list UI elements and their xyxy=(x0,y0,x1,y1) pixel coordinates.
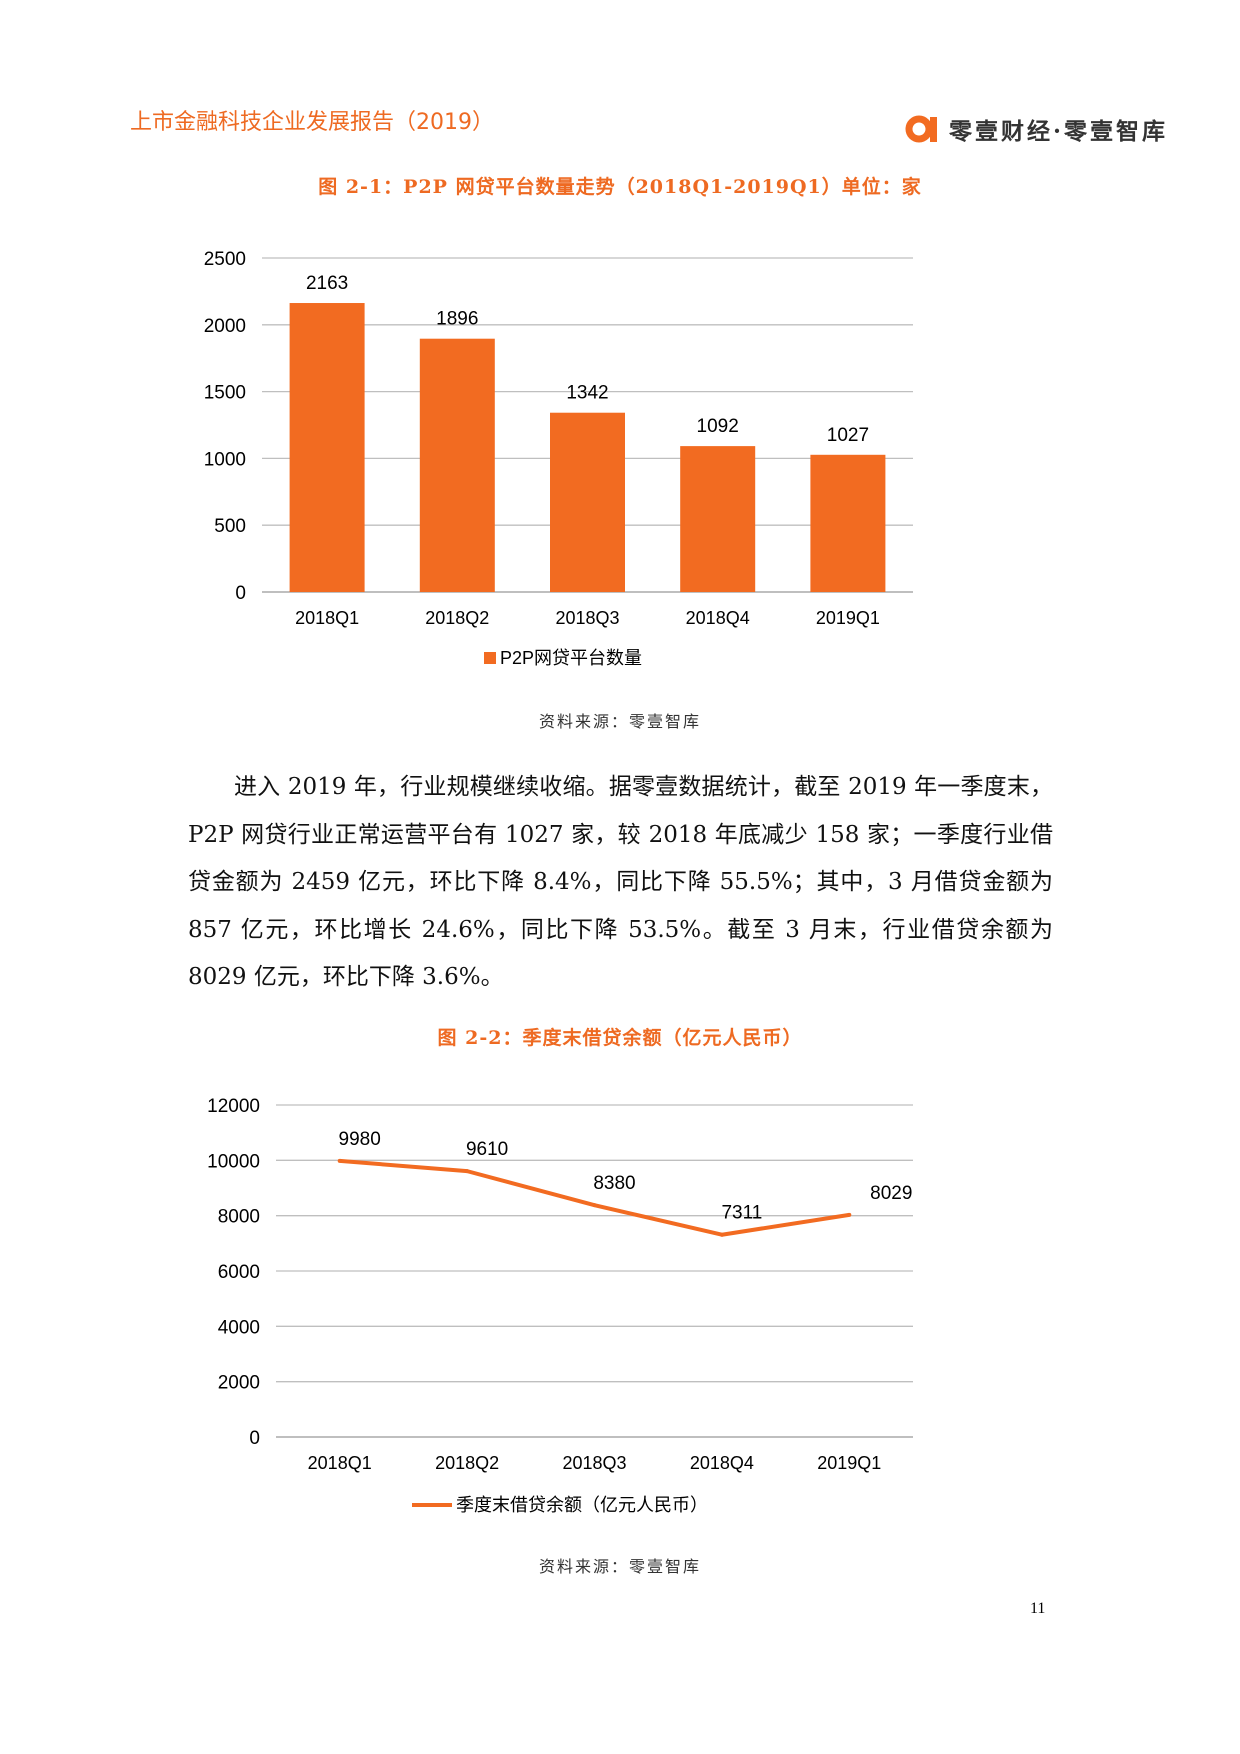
data-point xyxy=(719,1232,724,1237)
series-line xyxy=(339,1158,850,1237)
y-tick-label: 2000 xyxy=(204,316,246,337)
x-tick-label: 2018Q2 xyxy=(425,608,489,628)
x-tick-label: 2018Q2 xyxy=(435,1453,499,1473)
legend-label: P2P网贷平台数量 xyxy=(500,648,642,668)
brand-logo: 零壹财经·零壹智库 xyxy=(905,112,1168,146)
x-tick-label: 2019Q1 xyxy=(816,608,880,628)
data-point xyxy=(592,1203,597,1208)
y-tick-label: 4000 xyxy=(218,1317,260,1338)
bar xyxy=(419,338,495,592)
x-tick-label: 2018Q1 xyxy=(295,608,359,628)
body-paragraph: 进入 2019 年，行业规模继续收缩。据零壹数据统计，截至 2019 年一季度末… xyxy=(188,774,1053,990)
x-tick-label: 2019Q1 xyxy=(817,1453,881,1473)
y-tick-label: 1000 xyxy=(204,449,246,470)
y-tick-label: 0 xyxy=(235,583,246,604)
y-tick-label: 0 xyxy=(249,1428,260,1449)
y-tick-label: 12000 xyxy=(207,1096,260,1117)
figure-1-source: 资料来源：零壹智库 xyxy=(538,712,701,731)
data-point xyxy=(337,1158,342,1163)
zero-one-logo-icon xyxy=(905,115,937,143)
data-label: 1896 xyxy=(436,309,478,330)
x-tick-label: 2018Q3 xyxy=(562,1453,626,1473)
x-tick-label: 2018Q1 xyxy=(308,1453,372,1473)
figure-2-source: 资料来源：零壹智库 xyxy=(538,1557,701,1576)
data-point xyxy=(847,1212,852,1217)
bar xyxy=(810,454,886,592)
y-tick-label: 2500 xyxy=(204,249,246,270)
x-tick-label: 2018Q4 xyxy=(690,1453,754,1473)
y-tick-label: 500 xyxy=(214,516,246,537)
legend-swatch xyxy=(484,652,496,664)
bar xyxy=(289,303,365,592)
y-tick-label: 2000 xyxy=(218,1373,260,1394)
brand-name: 零壹财经·零壹智库 xyxy=(949,118,1169,145)
data-point xyxy=(465,1169,470,1174)
bar xyxy=(550,412,625,592)
x-tick-label: 2018Q3 xyxy=(555,608,619,628)
bar-chart-platform-count: 0 500 1000 1500 2000 2500 2163 2018Q1 1896 2018Q2… xyxy=(204,249,913,668)
data-label: 8029 xyxy=(870,1183,912,1204)
y-tick-label: 1500 xyxy=(204,383,246,404)
data-label: 1342 xyxy=(566,383,608,404)
report-title: 上市金融科技企业发展报告（2019） xyxy=(130,110,494,135)
data-label: 7311 xyxy=(721,1203,762,1224)
data-label: 1027 xyxy=(827,425,869,446)
legend-label: 季度末借贷余额（亿元人民币） xyxy=(456,1495,708,1515)
data-label: 1092 xyxy=(697,416,739,437)
page-number: 11 xyxy=(1030,1600,1046,1617)
data-label: 9980 xyxy=(339,1129,381,1150)
figure-1-title: 图 2-1：P2P 网贷平台数量走势（2018Q1-2019Q1）单位：家 xyxy=(318,176,922,198)
y-tick-label: 10000 xyxy=(207,1151,260,1172)
x-tick-label: 2018Q4 xyxy=(686,608,750,628)
figure-2-title: 图 2-2：季度末借贷余额（亿元人民币） xyxy=(437,1027,803,1049)
data-label: 8380 xyxy=(593,1173,635,1194)
data-label: 2163 xyxy=(306,273,348,294)
line-chart-loan-balance: 0 2000 4000 6000 8000 10000 12000 9980 2018Q1 961… xyxy=(207,1096,913,1515)
data-label: 9610 xyxy=(466,1139,508,1160)
bar xyxy=(680,446,756,592)
y-tick-label: 6000 xyxy=(218,1262,260,1283)
y-tick-label: 8000 xyxy=(218,1207,260,1228)
